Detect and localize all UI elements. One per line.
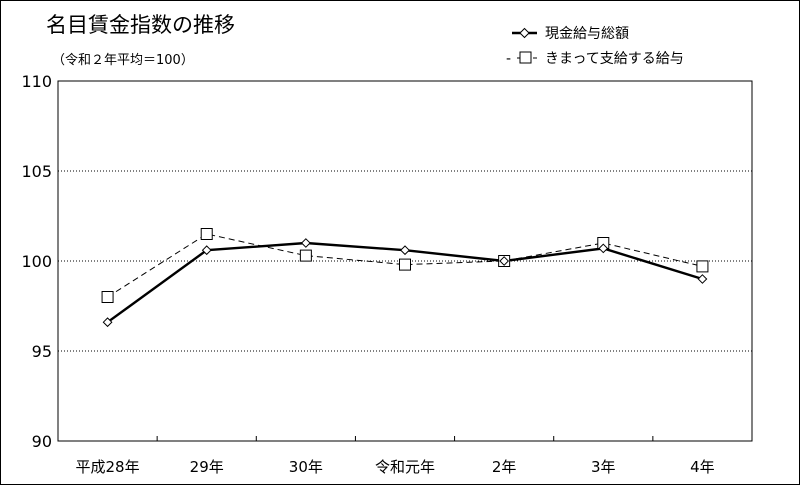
- series-1-point: [598, 243, 609, 254]
- chart-title: 名目賃金指数の推移: [46, 13, 235, 37]
- series-2-point: [299, 249, 312, 262]
- y-tick-label: 100: [21, 252, 52, 271]
- series-1-point: [499, 256, 510, 266]
- x-tick-label: 3年: [591, 458, 616, 476]
- legend-marker-square: [519, 51, 532, 64]
- series-1-point: [400, 245, 410, 256]
- y-tick-label: 95: [32, 342, 52, 361]
- chart-subtitle: （令和２年平均＝100）: [52, 53, 194, 68]
- legend-item-series-2: - きまって支給する給与: [506, 51, 684, 67]
- x-axis-ticks: 平成28年 29年 30年 令和元年 2年 3年 4年: [57, 436, 753, 476]
- series-layer: [101, 228, 709, 328]
- series-1-point: [201, 245, 212, 256]
- legend: 現金給与総額 - きまって支給する給与: [506, 26, 684, 67]
- series-1-point: [697, 274, 708, 284]
- x-tick-label: 29年: [190, 458, 224, 476]
- y-tick-label: 110: [21, 72, 52, 91]
- y-axis-ticks: 110 105 100 95 90: [21, 72, 52, 451]
- series-2-point: [399, 258, 411, 271]
- legend-label-series-1: 現金給与総額: [545, 26, 629, 42]
- legend-item-series-1: 現金給与総額: [512, 26, 629, 42]
- series-2-point: [696, 260, 709, 273]
- x-tick-label: 4年: [690, 458, 715, 476]
- legend-prefix-series-2: -: [506, 51, 511, 67]
- x-tick-label: 平成28年: [76, 458, 140, 476]
- series-2-point: [101, 291, 114, 303]
- series-1-point: [102, 317, 113, 328]
- x-tick-label: 2年: [492, 458, 517, 476]
- legend-marker-diamond: [519, 27, 530, 39]
- plot-area: [57, 80, 753, 442]
- x-tick-label: 30年: [289, 458, 323, 476]
- x-tick-label: 令和元年: [375, 458, 435, 476]
- legend-label-series-2: きまって支給する給与: [545, 51, 684, 67]
- y-tick-label: 105: [21, 162, 52, 181]
- series-1-point: [300, 238, 311, 248]
- series-2-point: [200, 228, 213, 240]
- y-tick-label: 90: [32, 432, 52, 451]
